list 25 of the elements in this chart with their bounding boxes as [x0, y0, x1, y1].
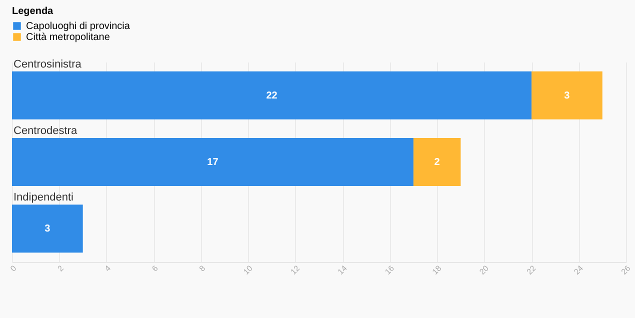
x-tick-label: 18 [430, 263, 444, 276]
x-tick-label: 26 [619, 263, 633, 276]
data-label: 17 [207, 157, 219, 168]
data-label: 22 [266, 90, 278, 102]
legend-label: Città metropolitane [26, 32, 110, 43]
x-tick-label: 24 [572, 263, 586, 276]
y-tick-label: Centrosinistra [14, 58, 82, 70]
x-tick-label: 14 [336, 263, 350, 276]
x-tick-label: 22 [525, 263, 538, 276]
x-tick-label: 20 [478, 263, 491, 276]
data-label: 3 [564, 90, 570, 102]
x-tick-label: 12 [288, 263, 302, 276]
data-label: 2 [434, 157, 440, 168]
x-tick-label: 8 [198, 263, 208, 274]
x-tick-label: 16 [383, 263, 396, 276]
x-tick-label: 4 [103, 263, 114, 274]
x-tick-label: 10 [242, 263, 255, 276]
y-tick-label: Indipendenti [14, 192, 74, 204]
legend-label: Capoluoghi di provincia [26, 21, 130, 32]
legend-title: Legenda [12, 6, 54, 17]
x-tick-label: 6 [150, 263, 160, 274]
data-label: 3 [44, 224, 51, 235]
y-tick-label: Centrodestra [14, 125, 78, 137]
x-tick-label: 2 [56, 263, 66, 274]
x-tick-label: 0 [8, 263, 19, 274]
